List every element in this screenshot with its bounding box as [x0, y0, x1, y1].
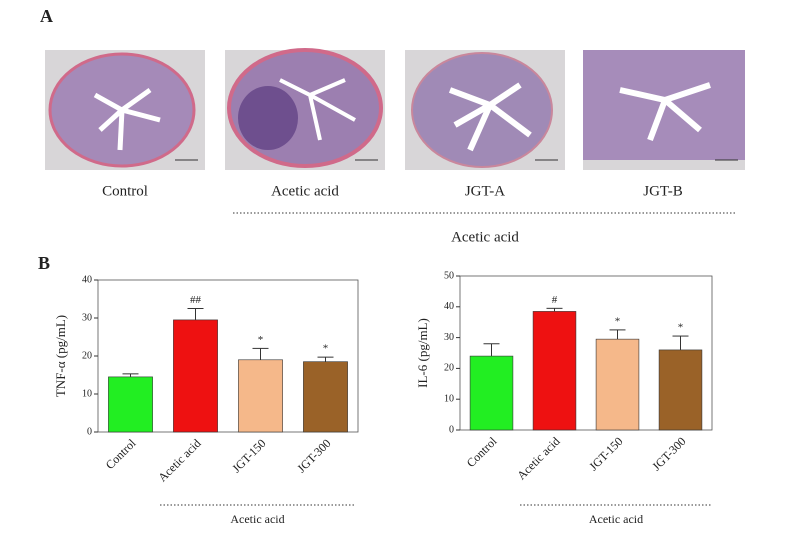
- panel-label: A: [40, 6, 53, 26]
- x-tick-label: JGT-150: [229, 436, 268, 475]
- x-tick-label: JGT-150: [586, 434, 625, 473]
- bar: [108, 376, 153, 433]
- lumen: [93, 87, 161, 151]
- x-tick-label: Acetic acid: [155, 436, 203, 484]
- x-tick-label: Control: [464, 434, 500, 470]
- histology-images: [45, 48, 745, 170]
- bar: [595, 338, 640, 431]
- tissue: [238, 86, 298, 150]
- y-tick-label: 10: [444, 393, 454, 404]
- significance-mark: *: [678, 322, 684, 334]
- bar: [469, 355, 514, 431]
- panel-label: B: [38, 253, 50, 273]
- x-tick-label: Acetic acid: [514, 434, 562, 482]
- y-tick-label: 30: [82, 312, 92, 323]
- y-tick-label: 40: [444, 301, 454, 312]
- lumen: [279, 78, 356, 141]
- significance-mark: *: [258, 334, 264, 346]
- significance-mark: *: [615, 315, 621, 327]
- bar: [238, 359, 283, 433]
- y-tick-label: 40: [82, 274, 92, 285]
- image-caption: Acetic acid: [271, 183, 339, 199]
- y-tick-label: 0: [87, 426, 92, 437]
- group-label: Acetic acid: [589, 512, 643, 526]
- image-caption: JGT-A: [465, 183, 505, 199]
- y-axis-label: TNF-α (pg/mL): [53, 315, 68, 397]
- y-tick-label: 10: [82, 388, 92, 399]
- significance-mark: #: [552, 294, 558, 306]
- y-tick-label: 30: [444, 332, 454, 343]
- lumen: [448, 82, 532, 152]
- y-tick-label: 50: [444, 270, 454, 281]
- bar: [658, 349, 703, 431]
- x-tick-label: JGT-300: [649, 434, 688, 473]
- image-caption: JGT-B: [643, 183, 682, 199]
- significance-mark: *: [323, 343, 329, 355]
- bar: [532, 311, 577, 431]
- x-tick-label: Control: [103, 436, 139, 472]
- y-tick-label: 0: [449, 424, 454, 435]
- significance-mark: ##: [190, 294, 202, 306]
- lumen: [619, 82, 711, 142]
- bar: [303, 361, 348, 433]
- x-tick-label: JGT-300: [294, 436, 333, 475]
- image-caption: Control: [102, 183, 148, 199]
- y-tick-label: 20: [444, 363, 454, 374]
- y-tick-label: 20: [82, 350, 92, 361]
- plot-frame: [459, 275, 713, 431]
- y-axis-label: IL-6 (pg/mL): [415, 318, 430, 388]
- group-label: Acetic acid: [451, 229, 519, 245]
- bar: [173, 319, 218, 433]
- group-label: Acetic acid: [230, 512, 284, 526]
